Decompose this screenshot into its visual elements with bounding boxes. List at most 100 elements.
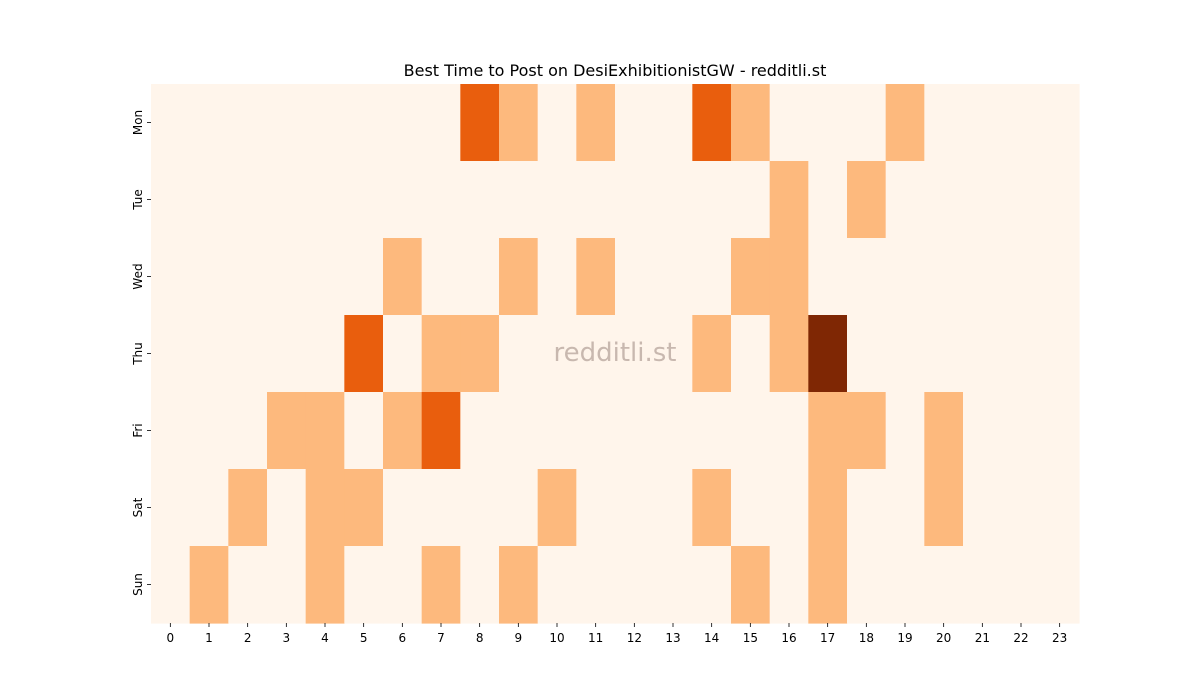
heatmap-cell-tue-12 xyxy=(615,161,655,239)
heatmap-cell-sat-20 xyxy=(924,469,964,547)
heatmap-cell-thu-16 xyxy=(769,315,809,393)
heatmap-cell-sun-0 xyxy=(151,546,191,624)
heatmap-cell-sun-21 xyxy=(963,546,1003,624)
heatmap-cell-wed-18 xyxy=(847,238,887,316)
heatmap-cell-wed-23 xyxy=(1040,238,1080,316)
heatmap-cell-mon-22 xyxy=(1001,84,1041,162)
heatmap-cell-thu-15 xyxy=(731,315,771,393)
heatmap-cell-sun-16 xyxy=(769,546,809,624)
x-tick-label: 15 xyxy=(743,631,758,645)
heatmap-cell-wed-13 xyxy=(653,238,693,316)
y-tick-label: Mon xyxy=(131,110,145,135)
x-tick-label: 20 xyxy=(936,631,951,645)
heatmap-cell-sat-0 xyxy=(151,469,191,547)
x-tick-label: 11 xyxy=(588,631,603,645)
heatmap-cell-tue-6 xyxy=(383,161,423,239)
y-tick-label: Tue xyxy=(131,189,145,211)
heatmap-cell-tue-15 xyxy=(731,161,771,239)
heatmap-cell-sun-2 xyxy=(228,546,268,624)
heatmap-cell-thu-13 xyxy=(653,315,693,393)
heatmap-cell-sun-22 xyxy=(1001,546,1041,624)
heatmap-cell-fri-23 xyxy=(1040,392,1080,470)
x-tick-label: 9 xyxy=(515,631,523,645)
heatmap-cell-tue-10 xyxy=(537,161,577,239)
heatmap-cell-thu-12 xyxy=(615,315,655,393)
heatmap-cell-mon-18 xyxy=(847,84,887,162)
heatmap-cell-wed-5 xyxy=(344,238,384,316)
x-tick-label: 3 xyxy=(283,631,291,645)
heatmap-cell-sat-15 xyxy=(731,469,771,547)
heatmap-cell-tue-17 xyxy=(808,161,848,239)
heatmap-cell-fri-9 xyxy=(499,392,539,470)
heatmap-cell-thu-10 xyxy=(537,315,577,393)
heatmap-cell-thu-23 xyxy=(1040,315,1080,393)
heatmap-cell-wed-21 xyxy=(963,238,1003,316)
heatmap-cell-tue-4 xyxy=(305,161,345,239)
heatmap-cell-mon-9 xyxy=(499,84,539,162)
heatmap-cell-tue-23 xyxy=(1040,161,1080,239)
heatmap-cell-sun-3 xyxy=(267,546,307,624)
heatmap-cell-fri-11 xyxy=(576,392,616,470)
heatmap-cell-sat-23 xyxy=(1040,469,1080,547)
heatmap-cell-fri-8 xyxy=(460,392,500,470)
x-tick-label: 12 xyxy=(627,631,642,645)
heatmap-cell-thu-0 xyxy=(151,315,191,393)
heatmap-cell-mon-21 xyxy=(963,84,1003,162)
heatmap-cell-tue-22 xyxy=(1001,161,1041,239)
heatmap-cell-fri-18 xyxy=(847,392,887,470)
heatmap-cell-thu-19 xyxy=(885,315,925,393)
heatmap-cell-mon-20 xyxy=(924,84,964,162)
heatmap-cell-tue-11 xyxy=(576,161,616,239)
heatmap-cell-fri-21 xyxy=(963,392,1003,470)
heatmap-cell-wed-17 xyxy=(808,238,848,316)
heatmap-cell-sat-21 xyxy=(963,469,1003,547)
heatmap-cell-tue-8 xyxy=(460,161,500,239)
heatmap-cell-mon-16 xyxy=(769,84,809,162)
heatmap-cell-sun-9 xyxy=(499,546,539,624)
x-tick-label: 13 xyxy=(665,631,680,645)
heatmap-cell-wed-7 xyxy=(421,238,461,316)
x-tick-label: 2 xyxy=(244,631,252,645)
heatmap-cell-sun-8 xyxy=(460,546,500,624)
heatmap-cell-fri-17 xyxy=(808,392,848,470)
x-tick-label: 8 xyxy=(476,631,484,645)
heatmap-cell-mon-13 xyxy=(653,84,693,162)
y-tick-label: Sat xyxy=(131,497,145,517)
heatmap-cell-thu-7 xyxy=(421,315,461,393)
heatmap-cell-fri-3 xyxy=(267,392,307,470)
heatmap-cell-wed-20 xyxy=(924,238,964,316)
x-tick-label: 21 xyxy=(975,631,990,645)
heatmap-cell-fri-4 xyxy=(305,392,345,470)
heatmap-cell-thu-11 xyxy=(576,315,616,393)
chart-title: Best Time to Post on DesiExhibitionistGW… xyxy=(404,61,827,80)
x-tick-label: 1 xyxy=(205,631,213,645)
heatmap-cell-thu-14 xyxy=(692,315,732,393)
heatmap-cell-tue-19 xyxy=(885,161,925,239)
heatmap-cell-fri-19 xyxy=(885,392,925,470)
heatmap-cell-sun-12 xyxy=(615,546,655,624)
heatmap-cell-sun-17 xyxy=(808,546,848,624)
heatmap-cell-wed-3 xyxy=(267,238,307,316)
heatmap-cell-tue-20 xyxy=(924,161,964,239)
heatmap-cell-sun-10 xyxy=(537,546,577,624)
heatmap-cell-sat-3 xyxy=(267,469,307,547)
heatmap-cell-sun-18 xyxy=(847,546,887,624)
heatmap-cell-wed-22 xyxy=(1001,238,1041,316)
heatmap-cell-fri-5 xyxy=(344,392,384,470)
x-tick-label: 16 xyxy=(781,631,796,645)
heatmap-cell-tue-0 xyxy=(151,161,191,239)
heatmap-cell-mon-23 xyxy=(1040,84,1080,162)
heatmap-cell-wed-9 xyxy=(499,238,539,316)
heatmap-cell-sun-13 xyxy=(653,546,693,624)
y-tick-label: Thu xyxy=(131,342,145,366)
x-tick-label: 14 xyxy=(704,631,719,645)
y-tick-label: Wed xyxy=(131,263,145,289)
heatmap-cell-mon-0 xyxy=(151,84,191,162)
heatmap-cell-sat-10 xyxy=(537,469,577,547)
heatmap-cell-sat-19 xyxy=(885,469,925,547)
x-tick-label: 17 xyxy=(820,631,835,645)
heatmap-cell-sat-2 xyxy=(228,469,268,547)
heatmap-cell-tue-14 xyxy=(692,161,732,239)
heatmap-cell-wed-11 xyxy=(576,238,616,316)
